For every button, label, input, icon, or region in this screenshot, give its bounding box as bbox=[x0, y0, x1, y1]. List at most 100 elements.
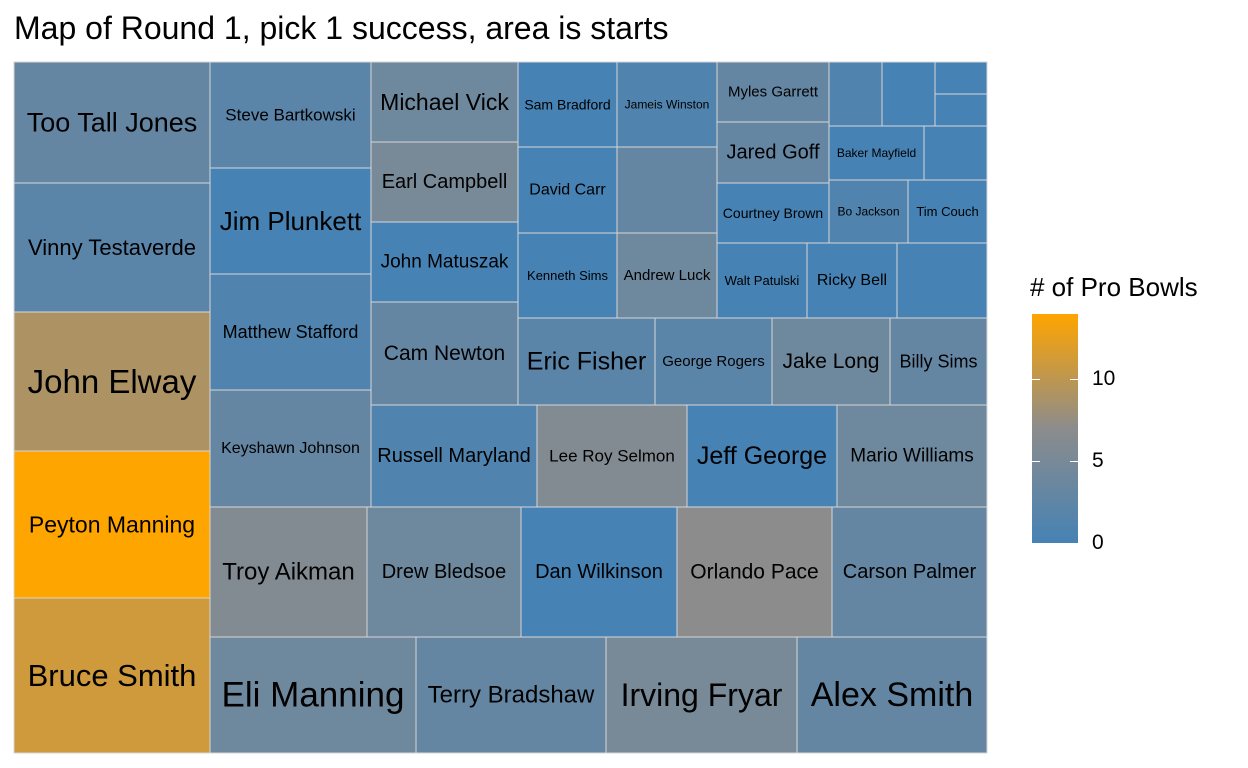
tile-peyton-manning: Peyton Manning bbox=[13, 450, 211, 599]
tile-john-elway: John Elway bbox=[13, 311, 211, 452]
tile-label: John Matuszak bbox=[381, 252, 509, 273]
legend-tick-mark bbox=[1032, 379, 1040, 381]
tile-rect bbox=[716, 121, 830, 184]
tile-label: George Rogers bbox=[662, 353, 765, 370]
tile-unlabeled bbox=[881, 61, 936, 127]
tile-label: Jim Plunkett bbox=[220, 206, 362, 236]
tile-rect bbox=[831, 506, 988, 638]
tile-jared-goff: Jared Goff bbox=[716, 121, 830, 184]
tile-rect bbox=[370, 141, 519, 223]
chart-title: Map of Round 1, pick 1 success, area is … bbox=[14, 10, 669, 46]
tile-rect bbox=[209, 389, 372, 508]
tile-jake-long: Jake Long bbox=[771, 317, 891, 406]
tile-label: Terry Bradshaw bbox=[428, 682, 595, 709]
tile-label: John Elway bbox=[28, 363, 197, 400]
tile-label: Billy Sims bbox=[899, 352, 977, 372]
tile-tim-couch: Tim Couch bbox=[907, 179, 988, 244]
tile-label: Jake Long bbox=[783, 350, 880, 373]
tile-rect bbox=[896, 242, 988, 319]
legend-tick-mark bbox=[1070, 543, 1078, 544]
tile-rect bbox=[828, 61, 883, 127]
tile-kenneth-sims: Kenneth Sims bbox=[517, 232, 618, 319]
tile-mario-williams: Mario Williams bbox=[836, 404, 988, 508]
tile-rect bbox=[520, 506, 678, 638]
tile-unlabeled bbox=[896, 242, 988, 319]
tile-rect bbox=[796, 636, 988, 754]
tile-unlabeled bbox=[828, 61, 883, 127]
tile-label: Jameis Winston bbox=[625, 98, 710, 112]
tile-matthew-stafford: Matthew Stafford bbox=[209, 273, 372, 391]
tile-label: Baker Mayfield bbox=[837, 146, 916, 160]
tile-irving-fryar: Irving Fryar bbox=[605, 636, 798, 754]
legend-tick-label: 10 bbox=[1092, 367, 1116, 391]
tile-rect bbox=[517, 146, 618, 234]
tile-rect bbox=[209, 61, 372, 169]
tile-label: Orlando Pace bbox=[690, 561, 818, 584]
tile-rect bbox=[836, 404, 988, 508]
tile-billy-sims: Billy Sims bbox=[889, 317, 988, 406]
tile-rect bbox=[13, 597, 211, 754]
tile-unlabeled bbox=[934, 61, 988, 95]
tile-george-rogers: George Rogers bbox=[654, 317, 773, 406]
tile-rect bbox=[366, 506, 522, 638]
tile-label: Jeff George bbox=[697, 442, 827, 470]
tile-david-carr: David Carr bbox=[517, 146, 618, 234]
tile-keyshawn-johnson: Keyshawn Johnson bbox=[209, 389, 372, 508]
tile-myles-garrett: Myles Garrett bbox=[716, 61, 830, 123]
tile-rect bbox=[881, 61, 936, 127]
tile-label: Russell Maryland bbox=[377, 445, 530, 467]
tile-label: Bo Jackson bbox=[837, 205, 899, 219]
tile-label: Too Tall Jones bbox=[27, 108, 198, 138]
tile-label: Courtney Brown bbox=[723, 205, 823, 221]
tile-label: Alex Smith bbox=[811, 676, 974, 714]
tile-label: Keyshawn Johnson bbox=[221, 440, 360, 457]
tile-sam-bradford: Sam Bradford bbox=[517, 61, 618, 148]
tile-label: Tim Couch bbox=[916, 204, 978, 219]
tile-label: David Carr bbox=[529, 182, 606, 199]
tile-label: Sam Bradford bbox=[524, 97, 610, 113]
legend-tick-mark bbox=[1032, 543, 1040, 544]
tile-carson-palmer: Carson Palmer bbox=[831, 506, 988, 638]
legend-tick-label: 5 bbox=[1092, 449, 1104, 473]
tile-label: Drew Bledsoe bbox=[382, 561, 507, 583]
tile-unlabeled bbox=[923, 125, 988, 181]
tile-label: Troy Aikman bbox=[222, 559, 354, 586]
tile-drew-bledsoe: Drew Bledsoe bbox=[366, 506, 522, 638]
tile-bo-jackson: Bo Jackson bbox=[828, 179, 909, 244]
tile-rect bbox=[415, 636, 607, 754]
tile-rect bbox=[605, 636, 798, 754]
tile-russell-maryland: Russell Maryland bbox=[370, 404, 538, 508]
tile-label: Dan Wilkinson bbox=[535, 561, 663, 583]
tile-label: Steve Bartkowski bbox=[225, 106, 355, 125]
tile-rect bbox=[828, 179, 909, 244]
tile-rect bbox=[517, 317, 656, 406]
tile-lee-roy-selmon: Lee Roy Selmon bbox=[536, 404, 688, 508]
tile-baker-mayfield: Baker Mayfield bbox=[828, 125, 925, 181]
tile-rect bbox=[370, 61, 519, 143]
tile-label: Andrew Luck bbox=[624, 267, 711, 284]
tile-label: Mario Williams bbox=[850, 446, 974, 467]
tile-eric-fisher: Eric Fisher bbox=[517, 317, 656, 406]
legend-tick-mark bbox=[1032, 461, 1040, 463]
tile-ricky-bell: Ricky Bell bbox=[806, 242, 898, 319]
tile-rect bbox=[934, 93, 988, 127]
tile-rect bbox=[716, 61, 830, 123]
tile-label: Michael Vick bbox=[380, 89, 509, 115]
tile-rect bbox=[517, 61, 618, 148]
tile-troy-aikman: Troy Aikman bbox=[209, 506, 368, 638]
tile-rect bbox=[209, 167, 372, 275]
tile-jim-plunkett: Jim Plunkett bbox=[209, 167, 372, 275]
tile-rect bbox=[370, 301, 519, 406]
tile-rect bbox=[889, 317, 988, 406]
tile-rect bbox=[806, 242, 898, 319]
tile-john-matuszak: John Matuszak bbox=[370, 221, 519, 303]
tile-rect bbox=[370, 221, 519, 303]
tile-eli-manning: Eli Manning bbox=[209, 636, 417, 754]
tile-rect bbox=[370, 404, 538, 508]
tile-rect bbox=[209, 273, 372, 391]
tile-label: Carson Palmer bbox=[843, 561, 977, 583]
tile-jameis-winston: Jameis Winston bbox=[616, 61, 718, 148]
tile-label: Eli Manning bbox=[222, 676, 405, 715]
tile-rect bbox=[13, 450, 211, 599]
